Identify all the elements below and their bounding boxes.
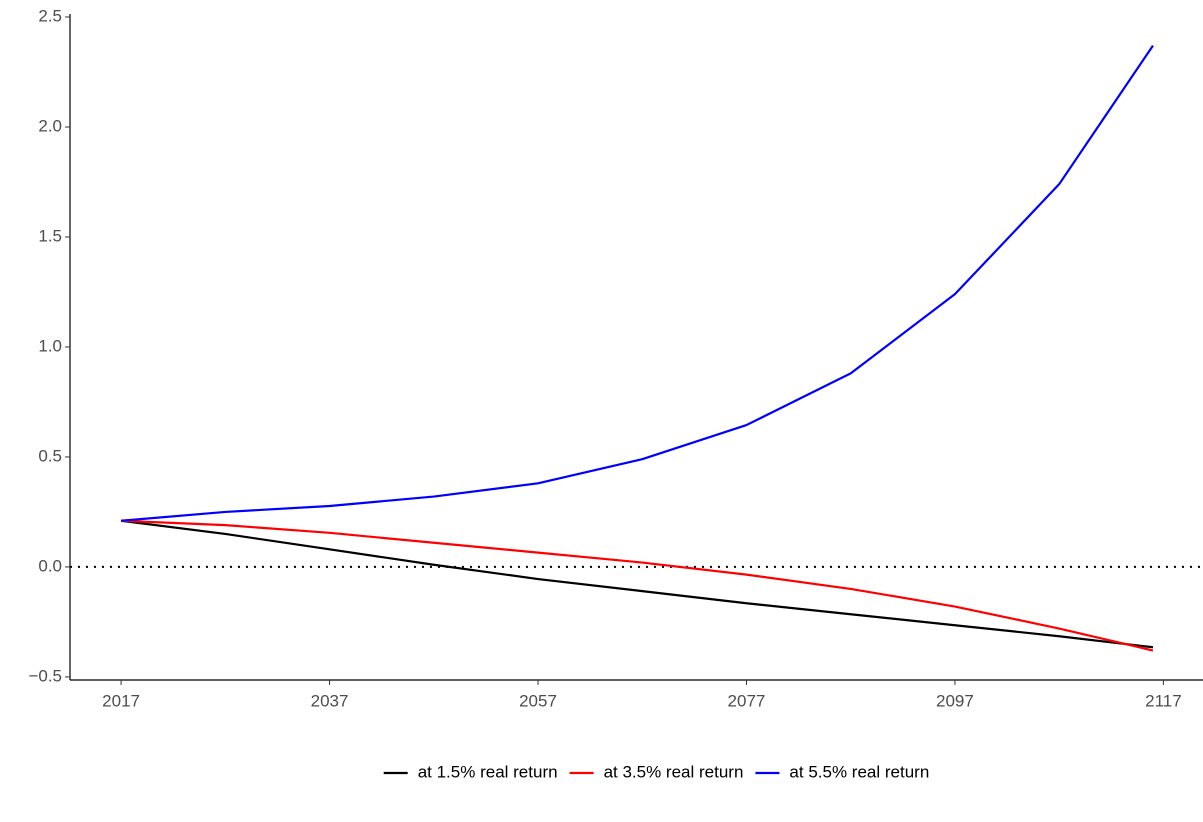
y-tick-label: 0.0	[38, 556, 62, 575]
y-tick-label: 2.0	[38, 116, 62, 135]
y-tick-label: 1.5	[38, 226, 62, 245]
legend-label: at 5.5% real return	[789, 762, 929, 781]
legend-label: at 3.5% real return	[604, 762, 744, 781]
series-line	[120, 519, 1154, 649]
legend-label: at 1.5% real return	[418, 762, 558, 781]
x-tick-label: 2057	[519, 691, 557, 710]
x-tick-label: 2077	[728, 691, 766, 710]
series-line	[121, 519, 1154, 652]
x-tick-label: 2097	[936, 691, 974, 710]
y-tick-label: 0.5	[38, 446, 62, 465]
x-tick-label: 2117	[1145, 691, 1182, 710]
x-tick-label: 2017	[102, 691, 140, 710]
y-tick-label: −0.5	[28, 666, 62, 685]
y-tick-label: 1.0	[38, 336, 62, 355]
y-tick-label: 2.5	[38, 6, 62, 25]
x-tick-label: 2037	[311, 691, 349, 710]
series-line	[120, 44, 1154, 522]
